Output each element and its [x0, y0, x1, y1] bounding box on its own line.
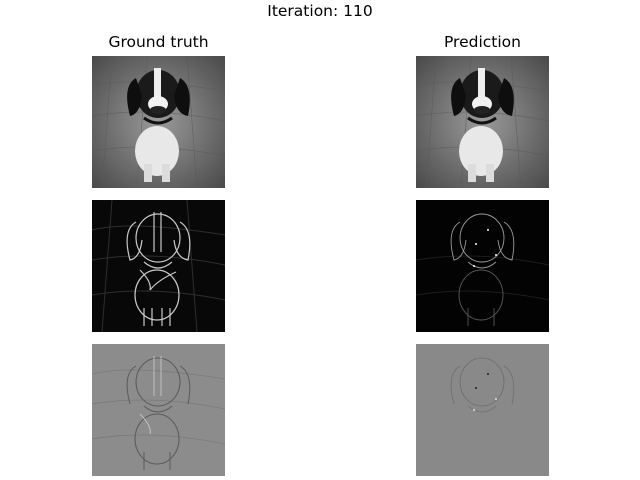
gt-image-panel	[92, 56, 225, 188]
pred-dog-photo	[416, 56, 549, 188]
figure-title: Iteration: 110	[267, 2, 373, 20]
column-title-ground-truth: Ground truth	[108, 33, 209, 51]
pred-signed-edge-map	[416, 344, 549, 476]
pred-gradient-magnitude-panel	[416, 200, 549, 332]
column-title-prediction: Prediction	[443, 33, 521, 51]
gt-edge-map	[92, 200, 225, 332]
gt-signed-edge-map	[92, 344, 225, 476]
gt-signed-gradient-panel	[92, 344, 225, 476]
pred-signed-gradient-panel	[416, 344, 549, 476]
pred-edge-map	[416, 200, 549, 332]
gt-dog-photo	[92, 56, 225, 188]
gt-gradient-magnitude-panel	[92, 200, 225, 332]
pred-image-panel	[416, 56, 549, 188]
